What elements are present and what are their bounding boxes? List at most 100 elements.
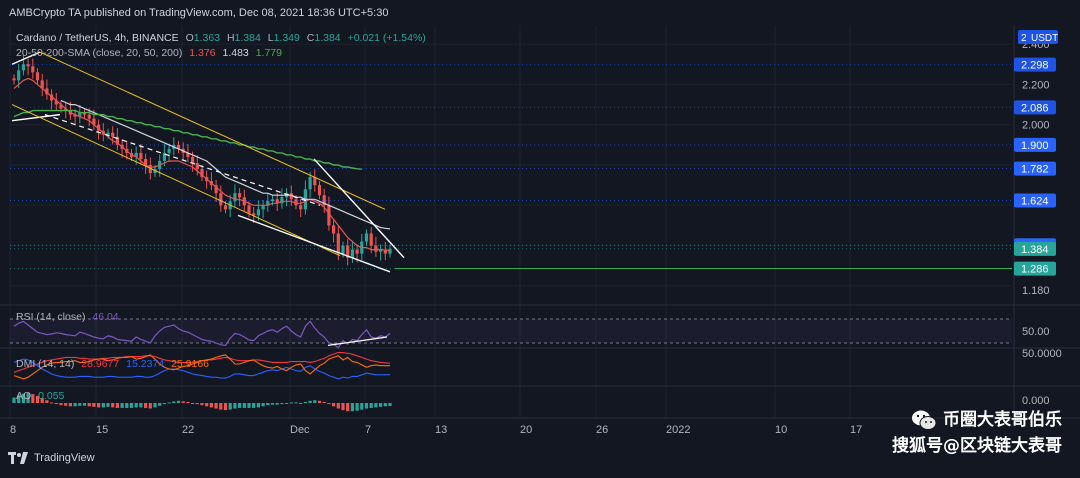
candle-body <box>92 118 96 125</box>
price-tag <box>1014 193 1056 208</box>
candle-body <box>50 94 54 101</box>
ao-bar <box>285 403 289 404</box>
ao-bar <box>139 403 143 408</box>
candle-body <box>256 209 260 216</box>
rsi-value: 46.04 <box>92 311 119 323</box>
ao-bar <box>158 403 162 406</box>
ao-bar <box>87 403 91 407</box>
wechat-icon <box>912 410 937 430</box>
x-axis-tick: 7 <box>365 424 371 436</box>
ao-bar <box>303 401 307 403</box>
symbol-legend[interactable]: Cardano / TetherUS, 4h, BINANCE O1.363 H… <box>16 32 430 44</box>
ao-bar <box>78 403 82 406</box>
candle-body <box>280 197 284 204</box>
candle-body <box>87 114 91 119</box>
dmi-value-1: 28.9677 <box>81 358 120 370</box>
candle-body <box>82 112 87 115</box>
ao-bar <box>35 395 40 403</box>
ao-bar <box>228 403 232 410</box>
ao-bar <box>322 401 326 403</box>
ao-bar <box>270 403 275 405</box>
candle-body <box>308 177 312 190</box>
candle-body <box>35 72 40 81</box>
price-tag-label: 1.286 <box>1021 264 1049 276</box>
ao-axis-tick: 0.000 <box>1022 395 1050 407</box>
ao-legend[interactable]: AO 0.055 <box>16 390 68 402</box>
price-tag-label: 1.782 <box>1021 164 1049 176</box>
ao-bar <box>388 403 392 407</box>
candle-body <box>327 205 331 226</box>
candle-body <box>111 132 115 137</box>
x-axis-tick: 2022 <box>666 424 690 436</box>
dmi-axis-tick: 50.0000 <box>1022 348 1062 360</box>
ao-bar <box>68 403 72 407</box>
wedge-upper-line <box>313 158 405 259</box>
ao-bar <box>106 403 110 407</box>
symbol-name: Cardano / TetherUS, 4h, BINANCE <box>16 32 179 44</box>
ao-bar <box>144 403 148 408</box>
axis-unit-label: USDT <box>1031 33 1058 44</box>
dmi-value-2: 15.2374 <box>126 358 165 370</box>
ohlc-change: +0.021 (+1.54%) <box>347 32 426 44</box>
dmi-legend[interactable]: DMI (14, 14) 28.9677 15.2374 25.9166 <box>16 358 213 370</box>
candle-body <box>59 104 63 109</box>
candle-body <box>223 205 228 210</box>
candle-body <box>374 245 378 252</box>
candle-body <box>134 152 138 157</box>
ao-bar <box>26 393 30 403</box>
candle-body <box>299 205 303 210</box>
ao-bar <box>364 403 369 409</box>
ao-bar <box>289 402 293 404</box>
low-value: 1.349 <box>273 32 300 44</box>
high-value: 1.384 <box>234 32 261 44</box>
candle-body <box>294 199 298 206</box>
tradingview-footer[interactable]: TradingView <box>8 452 95 464</box>
candle-body <box>369 233 373 246</box>
ao-bar <box>40 398 44 403</box>
dmi-value-3: 25.9166 <box>171 358 210 370</box>
ohlc-open: O1.363 <box>186 32 220 44</box>
ao-bar <box>233 403 237 409</box>
ao-bar <box>181 401 185 403</box>
candle-body <box>341 245 345 254</box>
ao-bar <box>134 403 138 408</box>
ao-bar <box>299 403 303 404</box>
dmi-line-2 <box>13 358 391 380</box>
sma200-value: 1.779 <box>255 47 282 59</box>
ao-bar <box>247 403 251 408</box>
candle-body <box>191 156 195 163</box>
ao-label: AO <box>16 390 32 402</box>
candle-body <box>266 201 270 206</box>
ao-bar <box>256 403 260 408</box>
ao-bar <box>162 403 166 405</box>
rsi-legend[interactable]: RSI (14, close) 46.04 <box>16 311 123 323</box>
sma-line-1 <box>13 77 391 251</box>
ao-bar <box>266 403 270 406</box>
trendline <box>11 51 41 65</box>
price-tag <box>1014 241 1056 256</box>
ao-bar <box>176 400 181 403</box>
ao-bar <box>97 403 101 408</box>
sma-line-2 <box>60 99 391 230</box>
ao-bar <box>82 403 87 406</box>
rsi-divergence-line <box>327 336 388 346</box>
candle-body <box>364 233 369 242</box>
ao-bar <box>209 403 213 408</box>
ao-bar <box>31 394 35 403</box>
ao-bar <box>125 403 129 408</box>
ao-bar <box>115 403 119 408</box>
candle-body <box>350 249 354 258</box>
ohlc-low: L1.349 <box>268 32 300 44</box>
candle-body <box>115 136 119 145</box>
ao-bar <box>383 403 387 407</box>
candle-body <box>355 249 359 254</box>
sma-legend[interactable]: 20-50-200-SMA (close, 20, 50, 200) 1.376… <box>16 47 286 59</box>
ao-bar <box>92 403 96 407</box>
candle-body <box>12 78 16 81</box>
price-tag-label: 2.298 <box>1021 60 1049 72</box>
ao-bar <box>346 403 350 412</box>
ohlc-close: C1.384 <box>307 32 341 44</box>
ao-bar <box>101 403 105 408</box>
